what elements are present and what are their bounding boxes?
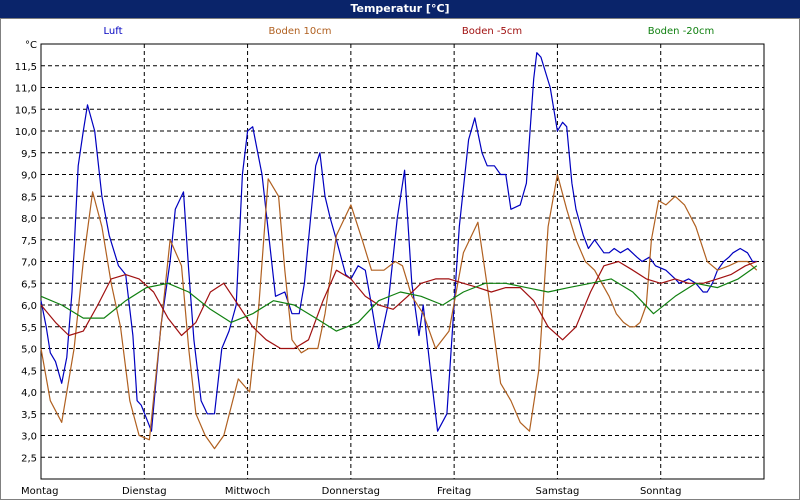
x-tick-day-label: Freitag — [437, 486, 471, 497]
y-tick-label: 3,0 — [21, 432, 37, 443]
axes: 2,5 3,0 3,5 4,0 4,5 5,0 5,5 6,0 6,5 7,0 7,5 8,0 8,5 9… — [15, 40, 682, 497]
series-group — [40, 52, 758, 450]
series-line-3 — [40, 265, 758, 332]
y-tick-label: 9,0 — [21, 171, 37, 182]
y-tick-label: 9,5 — [21, 149, 37, 160]
y-tick-label: 11,5 — [15, 62, 37, 73]
y-tick-label: 4,5 — [21, 366, 37, 377]
y-tick-label: 8,5 — [21, 192, 37, 203]
y-tick-label: 10,0 — [15, 127, 37, 138]
legend-entry: Boden -5cm — [462, 26, 522, 37]
legend-entry: Boden -20cm — [648, 26, 715, 37]
y-tick-label: 2,5 — [21, 453, 37, 464]
y-tick-label: 11,0 — [15, 84, 37, 95]
plot-border — [40, 43, 765, 480]
series-line-1 — [40, 173, 758, 450]
y-tick-label: 6,0 — [21, 301, 37, 312]
chart-frame: 2,5 3,0 3,5 4,0 4,5 5,0 5,5 6,0 6,5 7,0 7,5 8,0 8,5 9… — [0, 18, 800, 500]
y-tick-label: 5,0 — [21, 345, 37, 356]
y-tick-label: 8,0 — [21, 214, 37, 225]
x-tick-day-label: Dienstag — [122, 486, 167, 497]
x-tick-day-label: Donnerstag — [322, 486, 380, 497]
chart-title: Temperatur [°C] — [0, 0, 800, 18]
y-tick-label: 4,0 — [21, 388, 37, 399]
y-tick-label: 7,5 — [21, 236, 37, 247]
temperature-chart: 2,5 3,0 3,5 4,0 4,5 5,0 5,5 6,0 6,5 7,0 7,5 8,0 8,5 9… — [15, 26, 765, 497]
y-unit-label: °C — [25, 40, 37, 51]
y-tick-label: 6,5 — [21, 279, 37, 290]
series-line-2 — [40, 260, 758, 350]
y-tick-label: 7,0 — [21, 258, 37, 269]
y-tick-label: 5,5 — [21, 323, 37, 334]
y-tick-label: 10,5 — [15, 105, 37, 116]
grid — [41, 44, 764, 479]
x-tick-day-label: Montag — [21, 486, 58, 497]
x-tick-day-label: Samstag — [536, 486, 580, 497]
x-tick-day-label: Sonntag — [640, 486, 682, 497]
legend: Luft Boden 10cm Boden -5cm Boden -20cm — [104, 26, 715, 37]
legend-entry: Luft — [104, 26, 123, 37]
legend-entry: Boden 10cm — [269, 26, 332, 37]
series-line-0 — [40, 52, 757, 432]
y-tick-label: 3,5 — [21, 410, 37, 421]
x-tick-day-label: Mittwoch — [225, 486, 270, 497]
